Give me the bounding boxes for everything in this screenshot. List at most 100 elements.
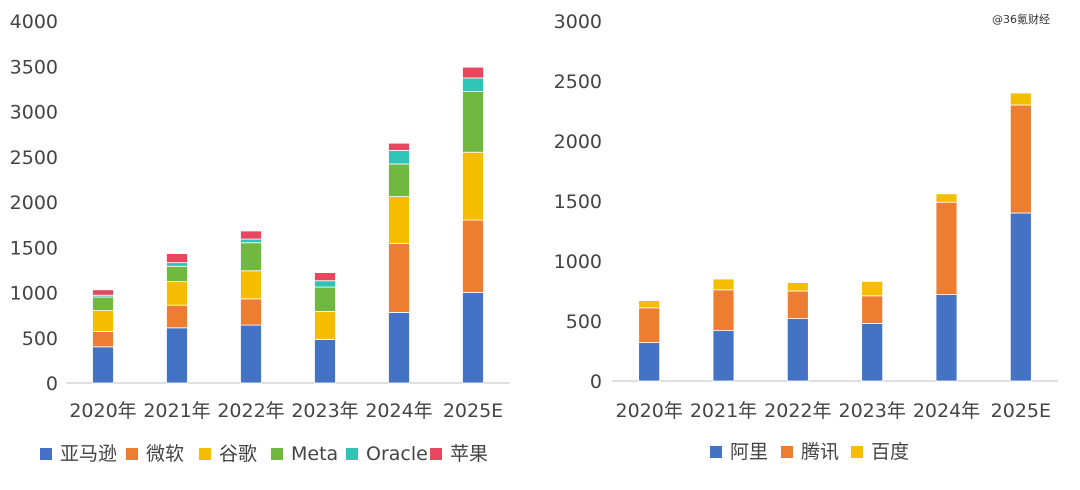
x-tick-label: 2023年 <box>291 400 358 422</box>
legend-swatch <box>126 448 138 460</box>
bar-segment-Meta <box>388 163 410 197</box>
bar-segment-谷歌 <box>166 281 188 306</box>
bar-segment-亚马逊 <box>462 292 484 384</box>
bar-segment-Meta <box>240 242 262 272</box>
bar-segment-苹果 <box>166 253 188 264</box>
y-tick-label: 2500 <box>554 71 602 93</box>
bar-segment-百度 <box>638 300 661 309</box>
bar-segment-阿里 <box>638 342 661 382</box>
bar-segment-亚马逊 <box>240 324 262 384</box>
bar-segment-百度 <box>712 278 735 291</box>
bar-segment-百度 <box>861 280 884 297</box>
bar-segment-腾讯 <box>1009 104 1032 214</box>
legend-item: 微软 <box>126 443 184 465</box>
y-tick-label: 3000 <box>10 102 58 124</box>
bar-segment-Oracle <box>388 150 410 165</box>
legend-label: 阿里 <box>730 441 768 463</box>
x-tick-label: 2022年 <box>764 400 831 422</box>
x-tick-label: 2020年 <box>615 400 682 422</box>
bar-segment-Meta <box>92 296 114 311</box>
bar-segment-谷歌 <box>388 196 410 245</box>
bar-segment-亚马逊 <box>314 339 336 384</box>
legend-item: 百度 <box>851 441 909 463</box>
legend-label: 微软 <box>146 443 184 465</box>
y-tick-label: 1000 <box>10 283 58 305</box>
bar-segment-亚马逊 <box>166 327 188 384</box>
bar-segment-腾讯 <box>786 290 809 320</box>
bar-segment-亚马逊 <box>92 346 114 384</box>
y-tick-label: 3500 <box>10 56 58 78</box>
legend-item: 腾讯 <box>781 441 839 463</box>
x-tick-label: 2025E <box>443 400 503 422</box>
x-tick-label: 2024年 <box>365 400 432 422</box>
bar-segment-苹果 <box>240 230 262 240</box>
bar-segment-Meta <box>314 286 336 312</box>
x-tick-label: 2020年 <box>69 400 136 422</box>
bar-segment-Oracle <box>314 280 336 288</box>
bar-segment-苹果 <box>314 272 336 282</box>
y-tick-label: 500 <box>22 328 58 350</box>
legend-label: Oracle <box>366 443 428 465</box>
legend-swatch <box>199 448 211 460</box>
bar-segment-Oracle <box>240 238 262 244</box>
x-tick-label: 2024年 <box>913 400 980 422</box>
y-tick-label: 2500 <box>10 147 58 169</box>
x-tick-label: 2025E <box>991 400 1051 422</box>
bar-segment-苹果 <box>92 289 114 296</box>
bar-segment-Meta <box>462 91 484 153</box>
bar-segment-谷歌 <box>314 311 336 340</box>
bar-segment-苹果 <box>388 142 410 151</box>
bar-segment-阿里 <box>935 294 958 382</box>
bar-segment-微软 <box>166 304 188 329</box>
bar-segment-Oracle <box>166 262 188 267</box>
legend-label: Meta <box>291 443 338 465</box>
bar-segment-百度 <box>935 193 958 203</box>
y-tick-label: 500 <box>566 311 602 333</box>
bar-segment-阿里 <box>786 318 809 382</box>
bar-segment-亚马逊 <box>388 312 410 384</box>
bar-segment-微软 <box>92 331 114 348</box>
bar-segment-微软 <box>462 219 484 293</box>
right-chart: 0 500 1000 1500 2000 2500 3000 2020年 2021年 2022年 2… <box>554 11 1058 463</box>
legend-swatch <box>710 446 722 458</box>
bar-segment-Oracle <box>462 77 484 92</box>
y-tick-label: 2000 <box>554 131 602 153</box>
y-tick-label: 0 <box>46 373 58 395</box>
legend-label: 腾讯 <box>801 441 839 463</box>
y-tick-label: 3000 <box>554 11 602 33</box>
y-tick-label: 1500 <box>554 191 602 213</box>
x-tick-label: 2021年 <box>690 400 757 422</box>
legend-item: 苹果 <box>430 443 488 465</box>
legend-swatch <box>781 446 793 458</box>
y-tick-label: 1500 <box>10 237 58 259</box>
bar-segment-腾讯 <box>712 289 735 331</box>
legend-item: 阿里 <box>710 441 768 463</box>
bar-segment-腾讯 <box>861 295 884 324</box>
legend-item: Oracle <box>346 443 428 465</box>
bar-segment-阿里 <box>712 330 735 382</box>
y-tick-label: 2000 <box>10 192 58 214</box>
bar-segment-阿里 <box>1009 212 1032 382</box>
bar-segment-阿里 <box>861 322 884 382</box>
legend-label: 谷歌 <box>219 443 257 465</box>
bar-segment-腾讯 <box>638 307 661 343</box>
y-tick-label: 4000 <box>10 11 58 33</box>
bar-segment-谷歌 <box>240 270 262 300</box>
legend-swatch <box>40 448 52 460</box>
left-chart: 0 500 1000 1500 2000 2500 3000 3500 4000 2020年 202… <box>10 11 510 465</box>
legend-item: Meta <box>271 443 338 465</box>
bar-segment-百度 <box>1009 92 1032 106</box>
y-tick-label: 1000 <box>554 251 602 273</box>
y-tick-label: 0 <box>590 371 602 393</box>
legend-item: 亚马逊 <box>40 443 117 465</box>
x-tick-label: 2021年 <box>143 400 210 422</box>
bar-segment-谷歌 <box>92 310 114 332</box>
x-tick-label: 2023年 <box>838 400 905 422</box>
watermark-text: @36氪财经 <box>992 12 1050 26</box>
legend-swatch <box>271 448 283 460</box>
legend-swatch <box>346 448 358 460</box>
bar-segment-苹果 <box>462 66 484 79</box>
bar-segment-微软 <box>240 298 262 326</box>
legend-label: 百度 <box>871 441 909 463</box>
